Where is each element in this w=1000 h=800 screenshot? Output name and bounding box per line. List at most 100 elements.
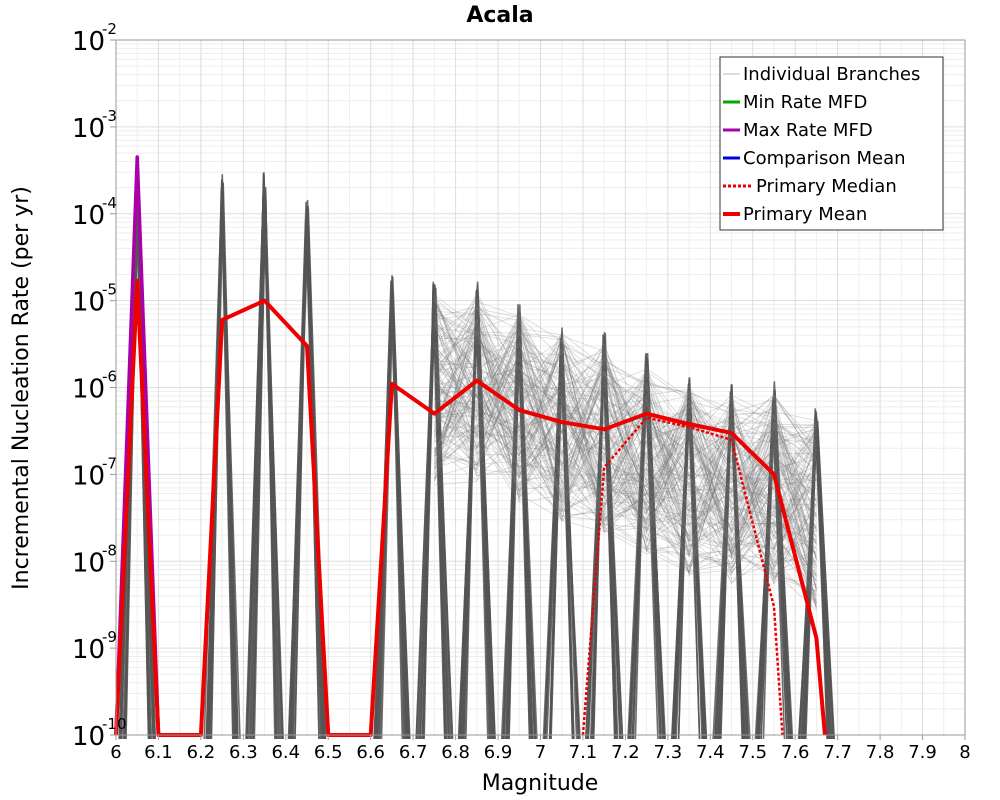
branch-fan-line	[434, 354, 817, 604]
branch-fan-line	[433, 317, 817, 512]
branch-line	[718, 384, 745, 740]
branch-fan-line	[434, 341, 817, 569]
branch-fan-line	[434, 341, 817, 576]
branch-fan-line	[434, 366, 817, 538]
legend-entry: Primary Mean	[723, 204, 867, 225]
y-tick-label: 10-2	[72, 20, 117, 57]
x-tick-label: 7.7	[823, 742, 852, 763]
y-tick-base: 10	[72, 722, 105, 752]
branch-fan-line	[434, 315, 817, 516]
branch-fan-line	[434, 299, 817, 596]
branch-fan-line	[434, 321, 817, 576]
x-tick-label: 7.9	[908, 742, 937, 763]
branch-fan-line	[434, 430, 817, 553]
branch-fan-line	[434, 359, 817, 577]
branch-fan-line	[434, 305, 817, 563]
y-tick-exponent: -2	[102, 20, 117, 38]
x-tick-label: 6.6	[356, 742, 385, 763]
branch-fan-line	[434, 344, 817, 565]
branch-fan-line	[434, 315, 817, 516]
y-tick-base: 10	[72, 201, 105, 231]
branch-fan-line	[434, 346, 817, 535]
legend-entry: Comparison Mean	[723, 148, 906, 169]
x-tick-label: 6.9	[484, 742, 513, 763]
y-tick-exponent: -7	[102, 454, 117, 472]
branch-fan-line	[433, 317, 817, 550]
y-tick-exponent: -6	[102, 368, 117, 386]
branch-line	[251, 199, 278, 740]
branch-fan-line	[434, 345, 817, 573]
branch-fan-line	[434, 315, 817, 571]
legend: Individual Branches Min Rate MFD Max Rate …	[719, 56, 944, 231]
branch-fan-line	[434, 315, 817, 558]
branch-line	[592, 334, 616, 740]
branch-line	[549, 341, 575, 740]
branch-fan-line	[434, 297, 817, 582]
series-primary-median	[581, 416, 784, 736]
x-tick-label: 6.2	[187, 742, 216, 763]
branch-fan-line	[434, 394, 817, 585]
branch-fan-line	[434, 325, 817, 517]
branch-fan-line	[434, 393, 817, 596]
x-tick-label: 7.3	[654, 742, 683, 763]
y-tick-exponent: -4	[102, 194, 117, 212]
branch-fan-line	[434, 299, 817, 556]
legend-entry: Min Rate MFD	[723, 92, 867, 113]
branch-fan-line	[433, 304, 817, 569]
branch-fan-line	[434, 330, 817, 547]
branch-line	[505, 304, 534, 740]
branch-fan-line	[434, 346, 817, 568]
branch-line	[245, 191, 284, 740]
branch-line	[418, 300, 451, 740]
branch-fan-line	[434, 371, 817, 565]
branch-fan-line	[434, 324, 817, 558]
y-tick-base: 10	[72, 548, 105, 578]
legend-label: Primary Mean	[743, 204, 867, 225]
legend-label: Max Rate MFD	[743, 120, 873, 141]
branch-fan-line	[434, 366, 817, 607]
branch-line	[423, 290, 446, 740]
branch-fan-line	[434, 323, 817, 514]
branch-fan-line	[434, 328, 817, 562]
branch-fan-line	[434, 402, 817, 568]
x-tick-label: 7.5	[738, 742, 767, 763]
x-tick-label: 6.4	[271, 742, 300, 763]
branch-fan-line	[434, 336, 817, 506]
chart-title: Acala	[466, 3, 533, 28]
branch-fan-line	[434, 330, 817, 577]
x-tick-label: 6.8	[441, 742, 470, 763]
branch-fan-line	[434, 340, 817, 572]
branch-fan-line	[434, 346, 817, 604]
branch-fan-line	[434, 350, 817, 529]
branch-fan-line	[433, 332, 817, 517]
x-axis-ticks: 6 6.1 6.2 6.3 6.4 6.5 6.6 6.7 6.8 6.9 7 7.1 7.2 7.3 7.…	[110, 735, 971, 763]
branch-line	[755, 381, 793, 740]
branch-line	[292, 220, 322, 740]
branch-fan-line	[434, 383, 817, 563]
branch-fan-line	[433, 344, 817, 512]
branch-fan-line	[434, 338, 817, 550]
branch-fan-line	[434, 371, 817, 584]
branch-line	[629, 382, 664, 740]
branch-fan-line	[434, 333, 817, 531]
y-tick-exponent: -9	[102, 628, 117, 646]
branch-fan-line	[434, 313, 817, 580]
branch-fan-line	[434, 343, 817, 609]
branch-fan-line	[434, 355, 817, 570]
branch-fan-line	[434, 374, 817, 596]
branch-fan-line	[434, 367, 817, 611]
branch-fan-line	[434, 411, 817, 544]
branch-line	[677, 378, 701, 740]
series-lines	[114, 155, 827, 737]
y-tick-label: 10-8	[72, 541, 117, 578]
legend-label: Primary Median	[756, 176, 897, 197]
branch-fan-line	[434, 341, 817, 506]
branch-fan-line	[434, 388, 817, 591]
x-tick-label: 6	[110, 742, 121, 763]
branch-fan-line	[434, 352, 817, 580]
branch-fan-line	[434, 339, 817, 550]
branch-fan-line	[434, 292, 817, 542]
branch-fan-line	[434, 337, 817, 546]
x-tick-label: 8	[959, 742, 970, 763]
